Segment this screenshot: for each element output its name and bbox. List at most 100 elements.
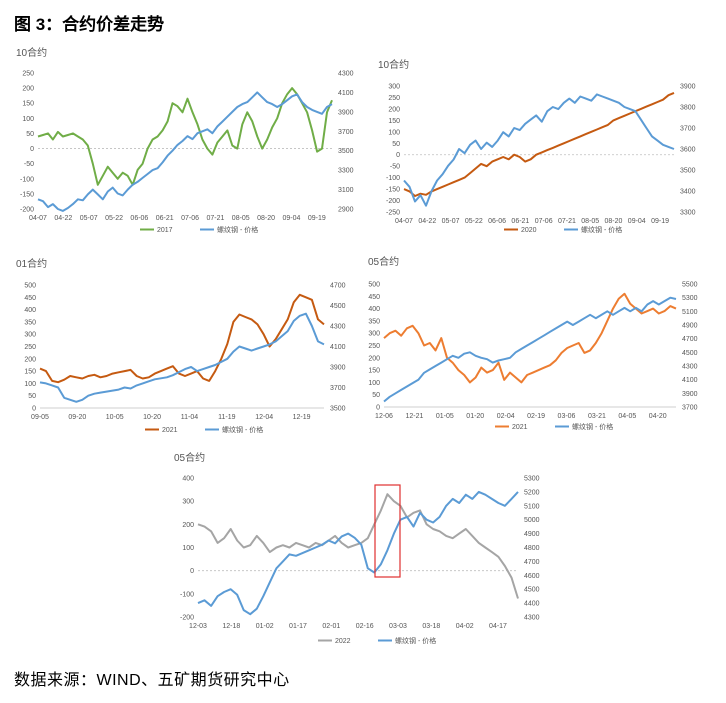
x-tick-label: 01-17 <box>289 623 307 630</box>
y-left-tick-label: -200 <box>20 207 34 214</box>
x-tick-label: 11-19 <box>218 414 235 421</box>
x-tick-label: 05-07 <box>80 215 98 222</box>
y-left-tick-label: 250 <box>368 343 380 350</box>
y-right-tick-label: 3700 <box>330 385 346 392</box>
y-left-tick-label: 100 <box>182 545 194 552</box>
y-right-tick-label: 3700 <box>682 405 698 412</box>
y-left-tick-label: 350 <box>368 318 380 325</box>
source-note: 数据来源：WIND、五矿期货研究中心 <box>14 672 290 689</box>
chart-05-contract-2021: 05合约 0 50 100 150 200 250 300 350 400 450 500 3700 39… <box>362 252 712 442</box>
x-tick-label: 08-20 <box>257 215 275 222</box>
x-tick-label: 09-04 <box>628 218 646 225</box>
y-left-tick-label: 50 <box>372 392 380 399</box>
y-right-tick-label: 3900 <box>680 84 696 91</box>
y-left-tick-label: 100 <box>368 380 380 387</box>
legend-label: 螺纹钢 - 价格 <box>217 225 258 234</box>
x-tick-label: 05-22 <box>465 218 483 225</box>
y-right-tick-label: 4900 <box>682 323 698 330</box>
y-right-tick-label: 4300 <box>682 364 698 371</box>
y-right-tick-label: 3500 <box>330 406 346 413</box>
y-left-tick-label: -250 <box>386 210 400 217</box>
chart-title: 05合约 <box>368 255 399 268</box>
y-left-tick-label: -150 <box>20 191 34 198</box>
y-left-tick-label: -100 <box>20 176 34 183</box>
x-tick-label: 03-06 <box>558 413 576 420</box>
x-tick-label: 12-18 <box>222 623 240 630</box>
legend-label: 2021 <box>512 424 528 431</box>
y-left-tick-label: 50 <box>28 393 36 400</box>
y-right-tick-label: 3700 <box>680 126 696 133</box>
y-right-tick-label: 5500 <box>682 282 698 289</box>
x-tick-label: 01-05 <box>436 413 454 420</box>
x-tick-label: 07-21 <box>558 218 576 225</box>
y-right-tick-label: 2900 <box>338 207 354 214</box>
x-tick-label: 07-06 <box>181 215 199 222</box>
y-left-tick-label: 300 <box>388 84 400 91</box>
series-line-0 <box>403 91 675 197</box>
y-left-tick-label: 350 <box>24 319 36 326</box>
x-tick-label: 04-22 <box>54 215 72 222</box>
x-tick-label: 03-18 <box>422 623 440 630</box>
x-tick-label: 01-02 <box>256 623 274 630</box>
y-left-tick-label: -50 <box>390 164 400 171</box>
x-tick-label: 08-05 <box>581 218 599 225</box>
x-tick-label: 12-03 <box>189 623 207 630</box>
y-left-tick-label: 400 <box>368 306 380 313</box>
y-right-tick-label: 4700 <box>682 336 698 343</box>
x-tick-label: 04-07 <box>395 218 413 225</box>
y-left-tick-label: 450 <box>368 294 380 301</box>
chart-svg: 10合约 -250 -200 -150 -100 -50 0 50 100 150 200 250 30… <box>378 58 696 234</box>
y-right-tick-label: 4700 <box>330 283 346 290</box>
series-line-1 <box>197 490 519 616</box>
y-right-tick-label: 3700 <box>338 129 354 136</box>
x-tick-label: 04-07 <box>29 215 47 222</box>
y-left-tick-label: 250 <box>22 71 34 78</box>
series-line-0 <box>197 493 519 599</box>
y-right-tick-label: 4300 <box>330 324 346 331</box>
y-right-tick-label: 3300 <box>338 168 354 175</box>
y-right-tick-label: 5200 <box>524 489 540 496</box>
y-left-tick-label: 0 <box>190 568 194 575</box>
y-left-tick-label: 300 <box>368 331 380 338</box>
y-right-tick-label: 5100 <box>682 309 698 316</box>
legend-label: 螺纹钢 - 价格 <box>222 425 263 434</box>
x-tick-label: 07-21 <box>206 215 224 222</box>
x-tick-label: 02-04 <box>497 413 515 420</box>
chart-svg: 10合约 -200 -150 -100 -50 0 50 100 150 200 250 2900 31… <box>16 46 354 234</box>
y-right-tick-label: 3100 <box>338 187 354 194</box>
y-left-tick-label: 150 <box>388 118 400 125</box>
x-tick-label: 12-06 <box>375 413 393 420</box>
x-tick-label: 06-21 <box>511 218 529 225</box>
x-tick-label: 03-03 <box>389 623 407 630</box>
chart-title: 05合约 <box>174 451 205 464</box>
x-tick-label: 08-05 <box>232 215 250 222</box>
chart-01-contract-2021: 01合约 0 50 100 150 200 250 300 350 400 450 500 3500 37… <box>10 252 355 442</box>
y-right-tick-label: 4300 <box>338 71 354 78</box>
y-right-tick-label: 5000 <box>524 517 540 524</box>
legend-label: 螺纹钢 - 价格 <box>395 636 436 645</box>
y-left-tick-label: 150 <box>24 369 36 376</box>
y-right-tick-label: 4800 <box>524 545 540 552</box>
x-tick-label: 07-06 <box>535 218 553 225</box>
chart-title: 10合约 <box>16 46 47 59</box>
y-left-tick-label: 400 <box>24 307 36 314</box>
y-right-tick-label: 5300 <box>524 476 540 483</box>
legend-label: 2020 <box>521 227 537 234</box>
y-left-tick-label: 0 <box>396 152 400 159</box>
x-tick-label: 09-19 <box>651 218 669 225</box>
y-left-tick-label: 300 <box>24 332 36 339</box>
x-tick-label: 03-21 <box>588 413 606 420</box>
y-left-tick-label: 100 <box>388 129 400 136</box>
x-tick-label: 05-22 <box>105 215 123 222</box>
y-right-tick-label: 4100 <box>682 377 698 384</box>
y-right-tick-label: 4900 <box>524 531 540 538</box>
y-right-tick-label: 4700 <box>524 559 540 566</box>
y-right-tick-label: 3900 <box>338 109 354 116</box>
y-left-tick-label: 200 <box>24 356 36 363</box>
y-left-tick-label: -50 <box>24 161 34 168</box>
y-left-tick-label: 150 <box>22 101 34 108</box>
y-left-tick-label: -100 <box>180 591 194 598</box>
x-tick-label: 12-04 <box>255 414 273 421</box>
y-left-tick-label: 0 <box>32 406 36 413</box>
x-tick-label: 02-16 <box>356 623 374 630</box>
